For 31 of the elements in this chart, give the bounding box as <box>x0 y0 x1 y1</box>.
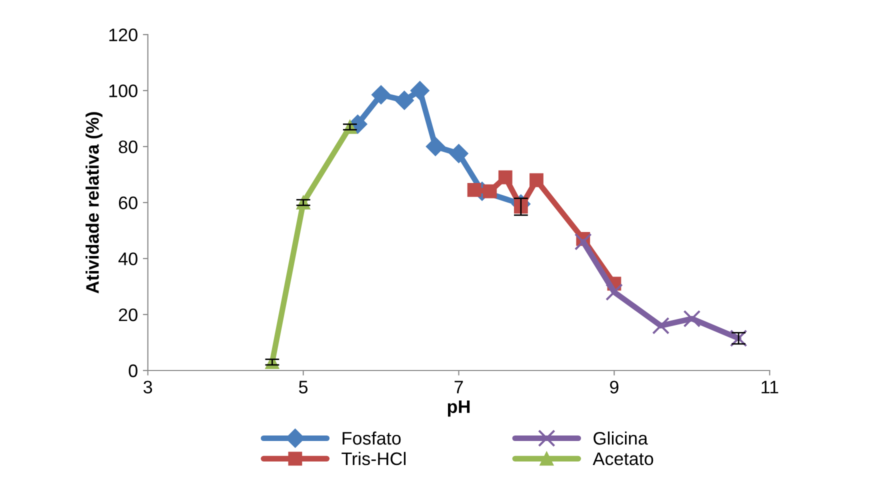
point <box>574 233 592 250</box>
point <box>530 173 544 188</box>
legend-label: Fosfato <box>342 431 401 445</box>
x-tick-label: 11 <box>762 380 778 394</box>
y-tick-label: 100 <box>109 84 138 98</box>
y-tick-label: 40 <box>118 252 138 266</box>
point <box>449 144 468 164</box>
point <box>426 137 445 156</box>
x-tick-label: 9 <box>610 380 618 394</box>
point <box>606 283 623 301</box>
point <box>652 317 670 334</box>
y-tick-label: 80 <box>118 140 138 154</box>
point <box>683 310 701 328</box>
point <box>410 81 430 100</box>
point <box>498 170 512 184</box>
point <box>482 184 497 198</box>
y-tick-label: 120 <box>109 28 138 42</box>
y-tick-label: 20 <box>118 308 138 322</box>
point <box>371 85 391 104</box>
y-axis-title: Atividade relativa (%) <box>86 112 102 294</box>
point <box>467 183 482 197</box>
point <box>394 90 414 110</box>
x-tick-label: 3 <box>144 380 152 394</box>
x-tick-label: 5 <box>299 380 308 394</box>
legend-label: Acetato <box>592 452 654 466</box>
x-tick-label: 7 <box>454 380 463 394</box>
legend-label: Tris-HCl <box>342 452 406 466</box>
y-tick-label: 0 <box>128 364 138 378</box>
x-axis-title: pH <box>448 400 470 417</box>
y-tick-label: 60 <box>118 196 138 210</box>
legend-label: Glicina <box>594 431 648 445</box>
